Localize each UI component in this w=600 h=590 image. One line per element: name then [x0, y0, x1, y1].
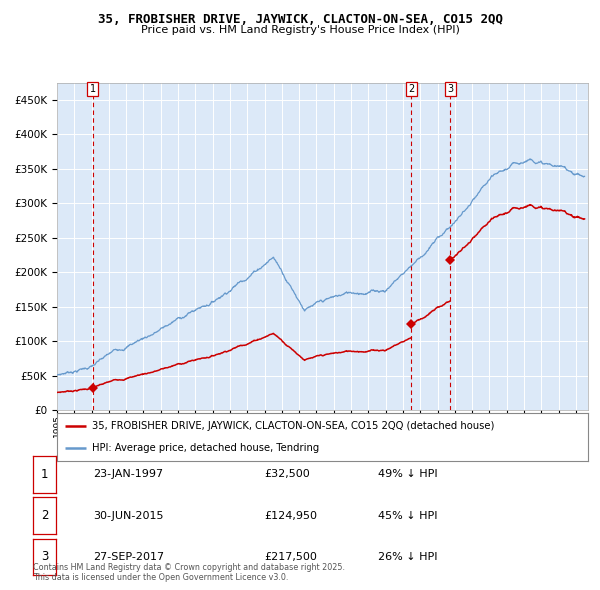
- Text: £32,500: £32,500: [264, 470, 310, 479]
- Text: 35, FROBISHER DRIVE, JAYWICK, CLACTON-ON-SEA, CO15 2QQ (detached house): 35, FROBISHER DRIVE, JAYWICK, CLACTON-ON…: [92, 421, 494, 431]
- Text: 2: 2: [409, 84, 415, 94]
- Text: Price paid vs. HM Land Registry's House Price Index (HPI): Price paid vs. HM Land Registry's House …: [140, 25, 460, 35]
- Text: 23-JAN-1997: 23-JAN-1997: [93, 470, 163, 479]
- Text: 45% ↓ HPI: 45% ↓ HPI: [378, 511, 437, 520]
- Text: 49% ↓ HPI: 49% ↓ HPI: [378, 470, 437, 479]
- Text: 1: 1: [89, 84, 95, 94]
- Text: 26% ↓ HPI: 26% ↓ HPI: [378, 552, 437, 562]
- Text: £124,950: £124,950: [264, 511, 317, 520]
- Text: 3: 3: [447, 84, 454, 94]
- Text: 2: 2: [41, 509, 48, 522]
- Text: Contains HM Land Registry data © Crown copyright and database right 2025.
This d: Contains HM Land Registry data © Crown c…: [33, 563, 345, 582]
- Text: HPI: Average price, detached house, Tendring: HPI: Average price, detached house, Tend…: [92, 443, 319, 453]
- Text: 3: 3: [41, 550, 48, 563]
- Text: 27-SEP-2017: 27-SEP-2017: [93, 552, 164, 562]
- Text: £217,500: £217,500: [264, 552, 317, 562]
- Text: 35, FROBISHER DRIVE, JAYWICK, CLACTON-ON-SEA, CO15 2QQ: 35, FROBISHER DRIVE, JAYWICK, CLACTON-ON…: [97, 13, 503, 26]
- Text: 30-JUN-2015: 30-JUN-2015: [93, 511, 163, 520]
- Text: 1: 1: [41, 468, 48, 481]
